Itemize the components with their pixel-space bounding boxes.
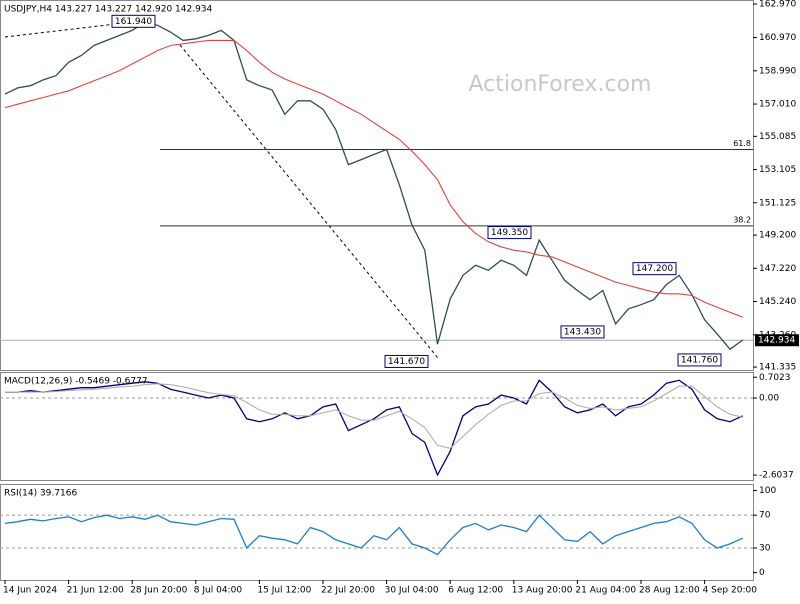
x-tick-label: 28 Aug 12:00 [639,586,700,596]
x-tick-label: 8 Jul 04:00 [194,586,243,596]
y-tick-label: 0.00 [759,394,779,404]
x-tick-label: 14 Jun 2024 [3,586,57,596]
price-label: 141.670 [388,357,425,367]
y-tick-label: 153.105 [759,165,796,175]
series-line [4,514,744,556]
panel-title: RSI(14) 39.7166 [4,489,77,499]
price-label-box [560,325,605,339]
panel-frame [0,484,754,581]
x-tick-label: 15 Jul 12:00 [257,586,311,596]
level-label: 38.2 [733,215,751,224]
price-label-box [384,354,429,368]
y-tick-label: 0.7023 [759,373,791,383]
price-label: 143.430 [564,327,601,337]
panel-title: USDJPY,H4 143.227 143.227 142.920 142.93… [4,5,213,15]
x-tick-label: 22 Jul 20:00 [321,586,375,596]
y-tick-label: 157.010 [759,100,796,110]
price-label-box [487,226,532,240]
price-label: 149.350 [491,228,528,238]
y-tick-label: 30 [759,544,771,554]
y-tick-label: 149.200 [759,231,796,241]
series-line [5,379,744,477]
y-tick-label: 151.125 [759,198,796,208]
watermark: ActionForex.com [469,72,652,97]
level-label: 61.8 [733,139,751,148]
y-tick-label: 147.220 [759,264,796,274]
y-tick-label: 141.335 [759,363,796,373]
y-tick-label: 160.970 [759,33,796,43]
panel-frame [0,372,754,481]
trend-line [179,44,439,359]
y-tick-label: 145.240 [759,297,796,307]
y-tick-label: 155.085 [759,132,796,142]
price-label-box [111,14,156,28]
panel-frame [0,0,754,371]
price-label: 141.760 [681,355,718,365]
x-tick-label: 4 Sep 20:00 [703,586,758,596]
x-tick-label: 13 Aug 20:00 [512,586,573,596]
y-tick-label: 158.990 [759,66,796,76]
current-price-label: 142.934 [758,336,795,346]
series-line [4,39,744,318]
y-tick-label: 100 [759,486,776,496]
series-line [5,383,743,449]
x-tick-label: 30 Jul 04:00 [385,586,439,596]
price-label-box [677,353,722,367]
x-tick-label: 21 Jun 12:00 [67,586,124,596]
price-label: 161.940 [115,17,152,27]
panel-title: MACD(12,26,9) -0.5469 -0.6777 [4,377,148,387]
price-label: 147.200 [636,264,673,274]
x-tick-label: 28 Jun 20:00 [130,586,187,596]
y-tick-label: 162.970 [759,0,796,10]
x-tick-label: 21 Aug 04:00 [575,586,636,596]
y-tick-label: 70 [759,511,771,521]
current-price-box [755,334,799,347]
x-tick-label: 6 Aug 12:00 [448,586,503,596]
series-line [4,21,744,351]
y-tick-label: 0 [759,568,765,578]
y-tick-label: -2.6037 [759,471,794,481]
price-label-box [632,262,677,276]
